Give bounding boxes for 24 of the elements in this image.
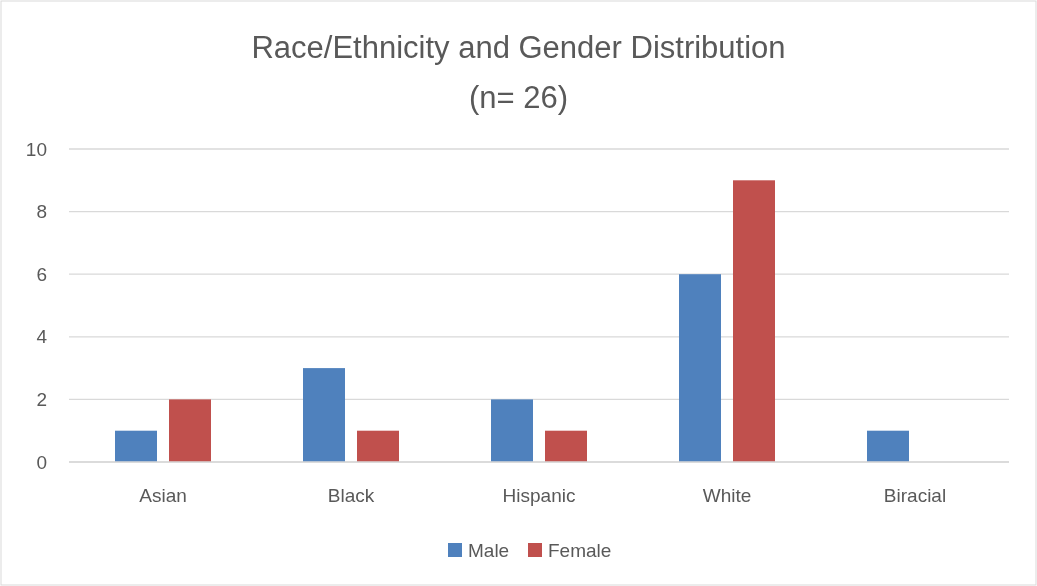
bar	[679, 274, 721, 462]
x-tick-label: White	[702, 485, 752, 506]
y-tick-label: 0	[36, 451, 47, 473]
y-tick-label: 8	[36, 201, 47, 223]
legend-label: Female	[548, 540, 612, 561]
legend-label: Male	[468, 540, 510, 561]
bar	[491, 399, 533, 462]
bar	[867, 430, 909, 462]
y-tick-label: 2	[36, 389, 47, 411]
bar	[545, 430, 587, 462]
bar	[303, 368, 345, 462]
chart-title: Race/Ethnicity and Gender Distribution	[251, 30, 786, 65]
x-tick-label: Asian	[139, 485, 187, 506]
x-tick-label: Biracial	[883, 485, 947, 506]
chart-subtitle: (n= 26)	[468, 80, 569, 115]
y-tick-label: 4	[36, 326, 48, 348]
x-tick-label: Black	[327, 485, 375, 506]
bar	[169, 399, 211, 462]
y-tick-label: 10	[25, 138, 47, 160]
bar	[733, 180, 775, 462]
bar	[115, 430, 157, 462]
y-tick-label: 6	[36, 263, 47, 285]
bar	[357, 430, 399, 462]
x-tick-label: Hispanic	[502, 485, 576, 506]
